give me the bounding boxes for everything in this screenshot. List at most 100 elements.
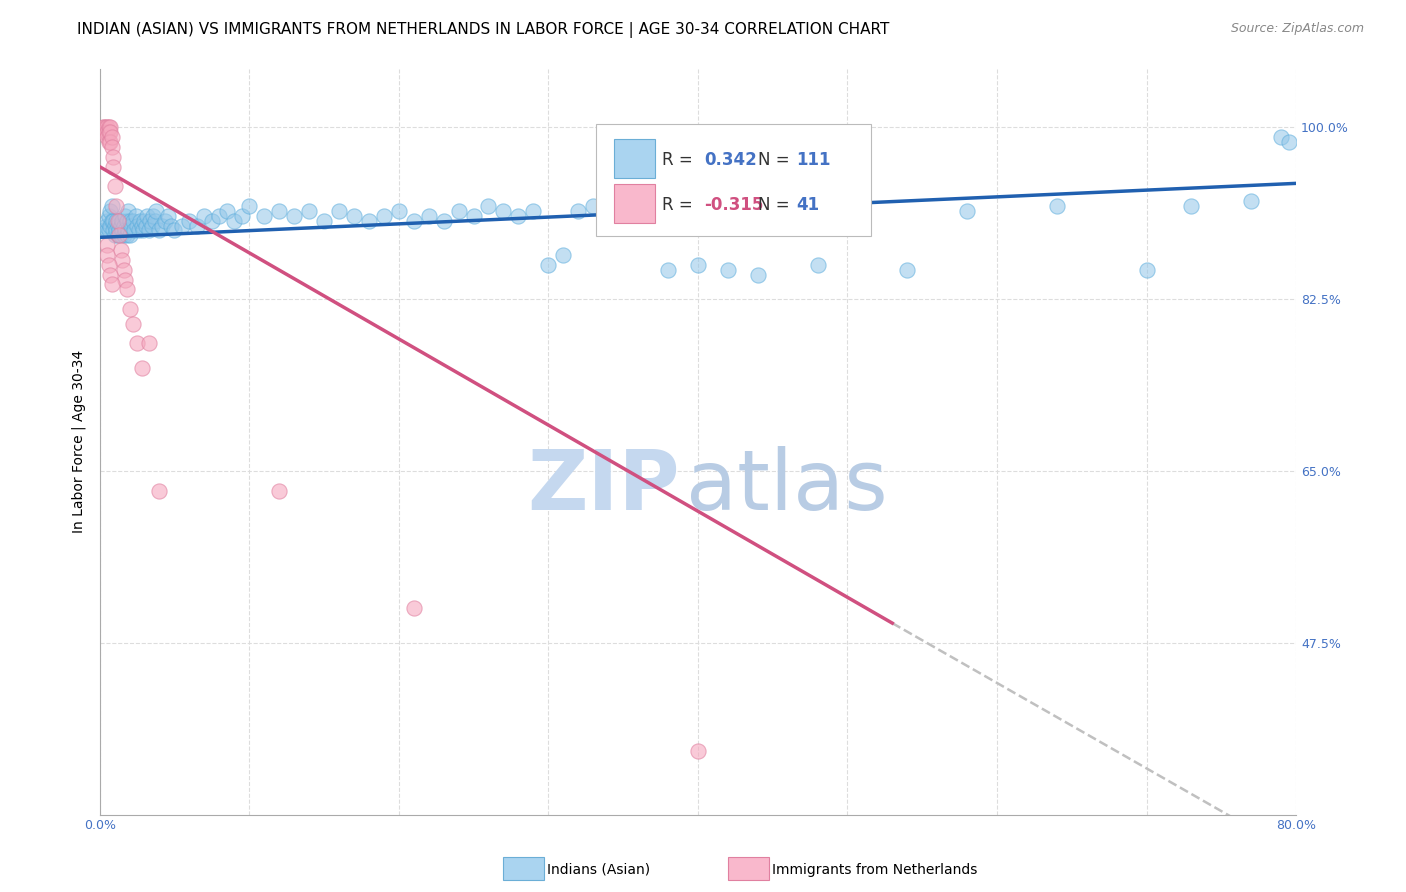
Text: Immigrants from Netherlands: Immigrants from Netherlands	[772, 863, 977, 877]
Point	[108, 228, 131, 243]
Point	[148, 223, 170, 237]
Point	[155, 213, 177, 227]
Point	[121, 213, 143, 227]
Point	[686, 258, 709, 272]
Point	[93, 120, 115, 135]
Point	[108, 223, 131, 237]
Point	[141, 219, 163, 233]
Point	[896, 262, 918, 277]
Point	[956, 203, 979, 218]
Point	[117, 203, 139, 218]
Point	[107, 213, 129, 227]
Point	[357, 213, 380, 227]
Point	[94, 219, 117, 233]
Point	[231, 209, 253, 223]
Point	[103, 228, 125, 243]
Point	[157, 209, 180, 223]
Point	[148, 483, 170, 498]
Point	[105, 223, 128, 237]
Point	[114, 272, 136, 286]
Point	[298, 203, 321, 218]
Point	[238, 199, 260, 213]
Point	[96, 130, 118, 145]
Point	[283, 209, 305, 223]
Point	[122, 223, 145, 237]
Point	[402, 213, 425, 227]
Point	[103, 179, 125, 194]
Point	[418, 209, 440, 223]
Point	[1270, 130, 1292, 145]
Point	[132, 223, 155, 237]
Text: N =: N =	[758, 152, 794, 169]
Point	[269, 203, 291, 218]
Point	[388, 203, 411, 218]
Point	[152, 219, 174, 233]
Point	[208, 209, 231, 223]
Point	[1278, 135, 1301, 149]
Point	[463, 209, 485, 223]
Text: -0.315: -0.315	[704, 196, 763, 214]
Point	[136, 209, 159, 223]
Point	[672, 203, 695, 218]
Point	[806, 258, 828, 272]
Point	[120, 219, 142, 233]
Point	[118, 228, 141, 243]
FancyBboxPatch shape	[596, 125, 872, 236]
Point	[105, 213, 128, 227]
Point	[447, 203, 470, 218]
Point	[115, 282, 138, 296]
Point	[343, 209, 366, 223]
Point	[96, 223, 118, 237]
Point	[402, 601, 425, 615]
Point	[179, 213, 201, 227]
Point	[1135, 262, 1157, 277]
Point	[125, 219, 148, 233]
Point	[143, 213, 166, 227]
Point	[128, 223, 150, 237]
Point	[97, 258, 120, 272]
FancyBboxPatch shape	[614, 139, 655, 178]
Point	[135, 219, 157, 233]
Point	[433, 213, 456, 227]
Point	[94, 120, 117, 135]
Text: R =: R =	[662, 152, 697, 169]
Point	[139, 213, 162, 227]
Point	[124, 209, 146, 223]
Point	[851, 199, 873, 213]
Point	[201, 213, 224, 227]
Point	[477, 199, 499, 213]
Point	[134, 213, 156, 227]
Point	[186, 219, 208, 233]
Point	[582, 199, 605, 213]
Point	[110, 243, 132, 257]
Point	[118, 301, 141, 316]
Point	[598, 209, 620, 223]
Point	[115, 228, 138, 243]
Point	[100, 213, 122, 227]
Point	[373, 209, 395, 223]
Point	[553, 248, 575, 262]
Point	[118, 213, 141, 227]
Point	[160, 219, 183, 233]
Point	[100, 140, 122, 154]
Point	[97, 135, 120, 149]
Point	[522, 203, 544, 218]
Point	[110, 228, 132, 243]
Point	[328, 203, 350, 218]
Point	[717, 262, 740, 277]
FancyBboxPatch shape	[614, 184, 655, 223]
Point	[111, 213, 134, 227]
Point	[100, 277, 122, 292]
Point	[105, 199, 128, 213]
Point	[269, 483, 291, 498]
Point	[224, 213, 246, 227]
Point	[138, 223, 160, 237]
Point	[97, 223, 120, 237]
Point	[131, 360, 153, 375]
Point	[103, 219, 125, 233]
Text: ZIP: ZIP	[527, 446, 681, 527]
Point	[112, 219, 135, 233]
Point	[492, 203, 515, 218]
Point	[94, 125, 117, 139]
Point	[96, 120, 118, 135]
